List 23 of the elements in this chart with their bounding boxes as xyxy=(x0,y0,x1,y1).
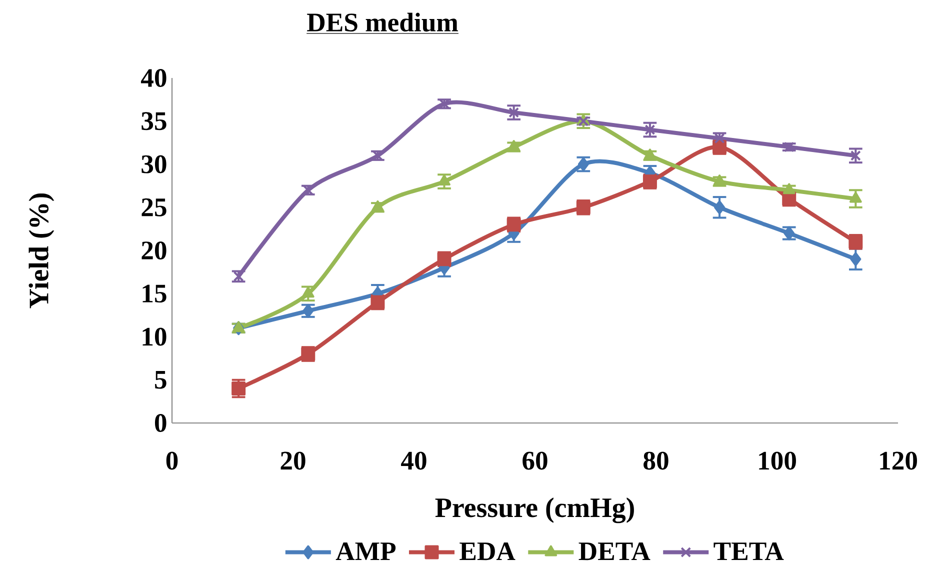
y-tick-label: 15 xyxy=(142,284,166,303)
y-tick-label: 20 xyxy=(142,242,166,260)
y-axis-title: Yield (%) xyxy=(28,194,54,308)
y-tick-label: 35 xyxy=(142,112,166,130)
legend-label: TETA xyxy=(714,542,784,560)
legend-label: AMP xyxy=(336,542,396,560)
y-tick-label: 10 xyxy=(142,328,166,346)
y-tick-label: 30 xyxy=(142,155,166,174)
x-tick-label: 60 xyxy=(522,452,548,470)
legend-label: EDA xyxy=(460,542,516,560)
x-tick-label: 0 xyxy=(166,452,178,470)
x-tick-label: 40 xyxy=(401,452,426,470)
y-tick-label: 0 xyxy=(154,414,166,432)
x-tick-label: 120 xyxy=(880,452,917,470)
y-tick-label: 5 xyxy=(155,371,166,389)
legend-label: DETA xyxy=(578,542,650,560)
x-tick-label: 80 xyxy=(644,452,668,470)
y-tick-label: 40 xyxy=(140,69,166,87)
chart-title: DES medium xyxy=(307,12,458,32)
x-axis-title: Pressure (cmHg) xyxy=(435,498,634,524)
y-tick-label: 25 xyxy=(142,198,166,216)
x-tick-label: 100 xyxy=(759,452,796,470)
x-tick-label: 20 xyxy=(280,452,306,470)
